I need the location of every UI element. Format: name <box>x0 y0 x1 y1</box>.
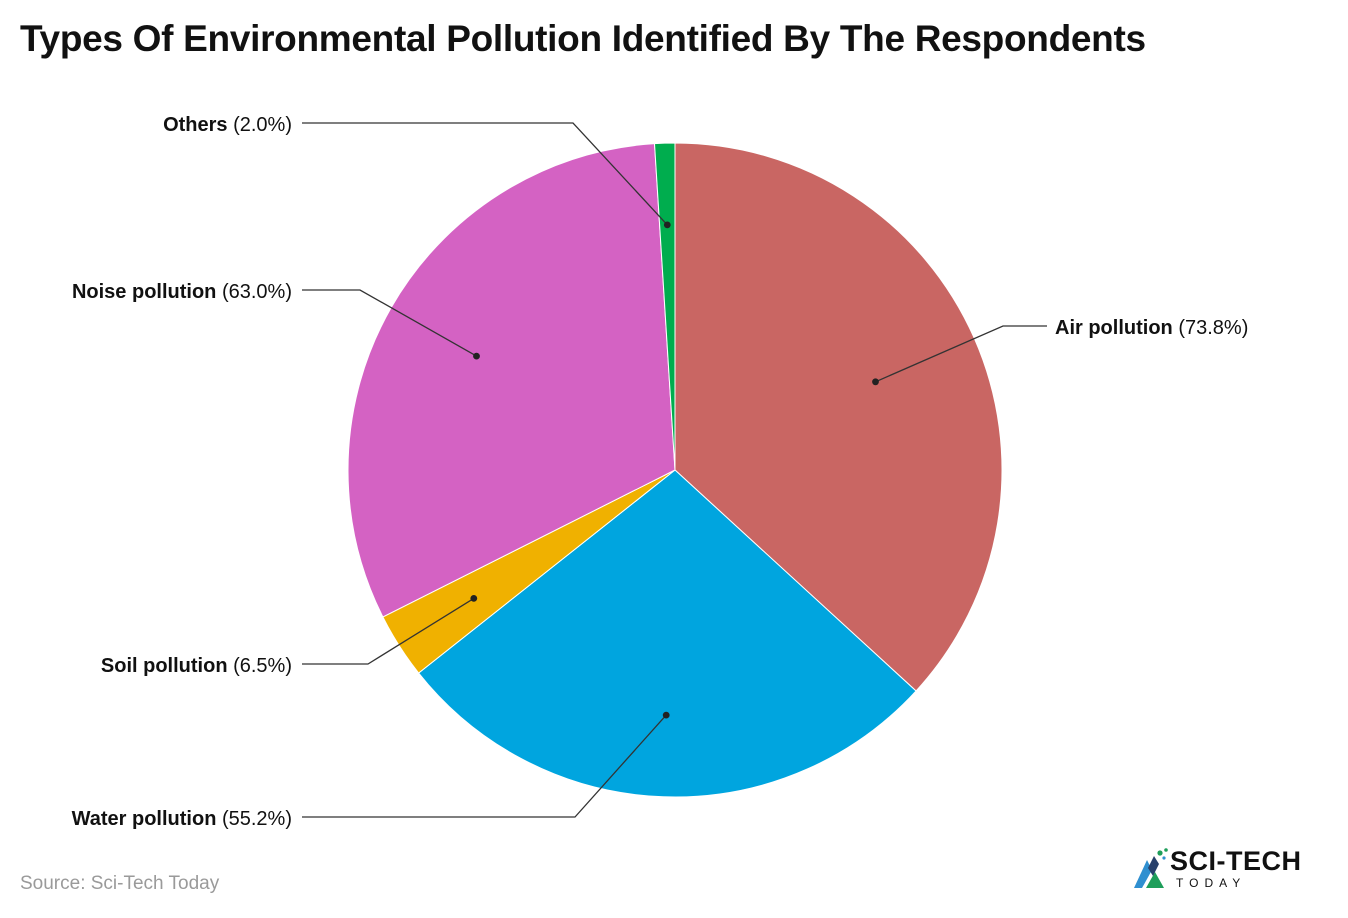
pie-slice-water-pollution <box>417 469 917 798</box>
logo-brand: SCI-TECH <box>1170 846 1302 876</box>
slice-label-water-pollution: Water pollution (55.2%) <box>72 808 292 830</box>
slice-label-name: Air pollution <box>1055 317 1173 339</box>
slice-label-name: Others <box>163 114 227 136</box>
leader-line-water-pollution <box>302 714 667 818</box>
slice-label-name: Water pollution <box>72 808 217 830</box>
slice-label-name: Soil pollution <box>101 655 228 677</box>
source-note: Source: Sci-Tech Today <box>20 873 220 894</box>
slice-label-percent: (2.0%) <box>228 114 292 136</box>
leader-line-others <box>302 122 668 226</box>
leader-dot-noise-pollution <box>473 352 480 360</box>
slice-label-name: Noise pollution <box>72 281 216 303</box>
logo: SCI-TECH TODAY <box>1128 844 1318 894</box>
leader-dot-others <box>663 221 671 229</box>
slice-label-noise-pollution: Noise pollution (63.0%) <box>72 281 292 303</box>
slice-label-air-pollution: Air pollution (73.8%) <box>1055 317 1248 339</box>
leader-line-air-pollution <box>875 325 1047 383</box>
sci-tech-logo-icon <box>1134 848 1168 888</box>
leader-dot-air-pollution <box>872 378 879 386</box>
slice-label-percent: (55.2%) <box>216 808 292 830</box>
slice-label-percent: (63.0%) <box>216 281 292 303</box>
slice-label-soil-pollution: Soil pollution (6.5%) <box>101 655 292 677</box>
logo-subtitle: TODAY <box>1176 876 1247 890</box>
slice-label-others: Others (2.0%) <box>163 114 292 136</box>
slice-label-percent: (6.5%) <box>228 655 292 677</box>
chart-title: Types Of Environmental Pollution Identif… <box>20 18 1146 59</box>
leader-line-noise-pollution <box>302 289 477 357</box>
leader-dot-water-pollution <box>662 711 670 719</box>
slice-label-percent: (73.8%) <box>1173 317 1249 339</box>
leader-dot-soil-pollution <box>470 595 478 602</box>
leader-line-soil-pollution <box>302 597 475 665</box>
